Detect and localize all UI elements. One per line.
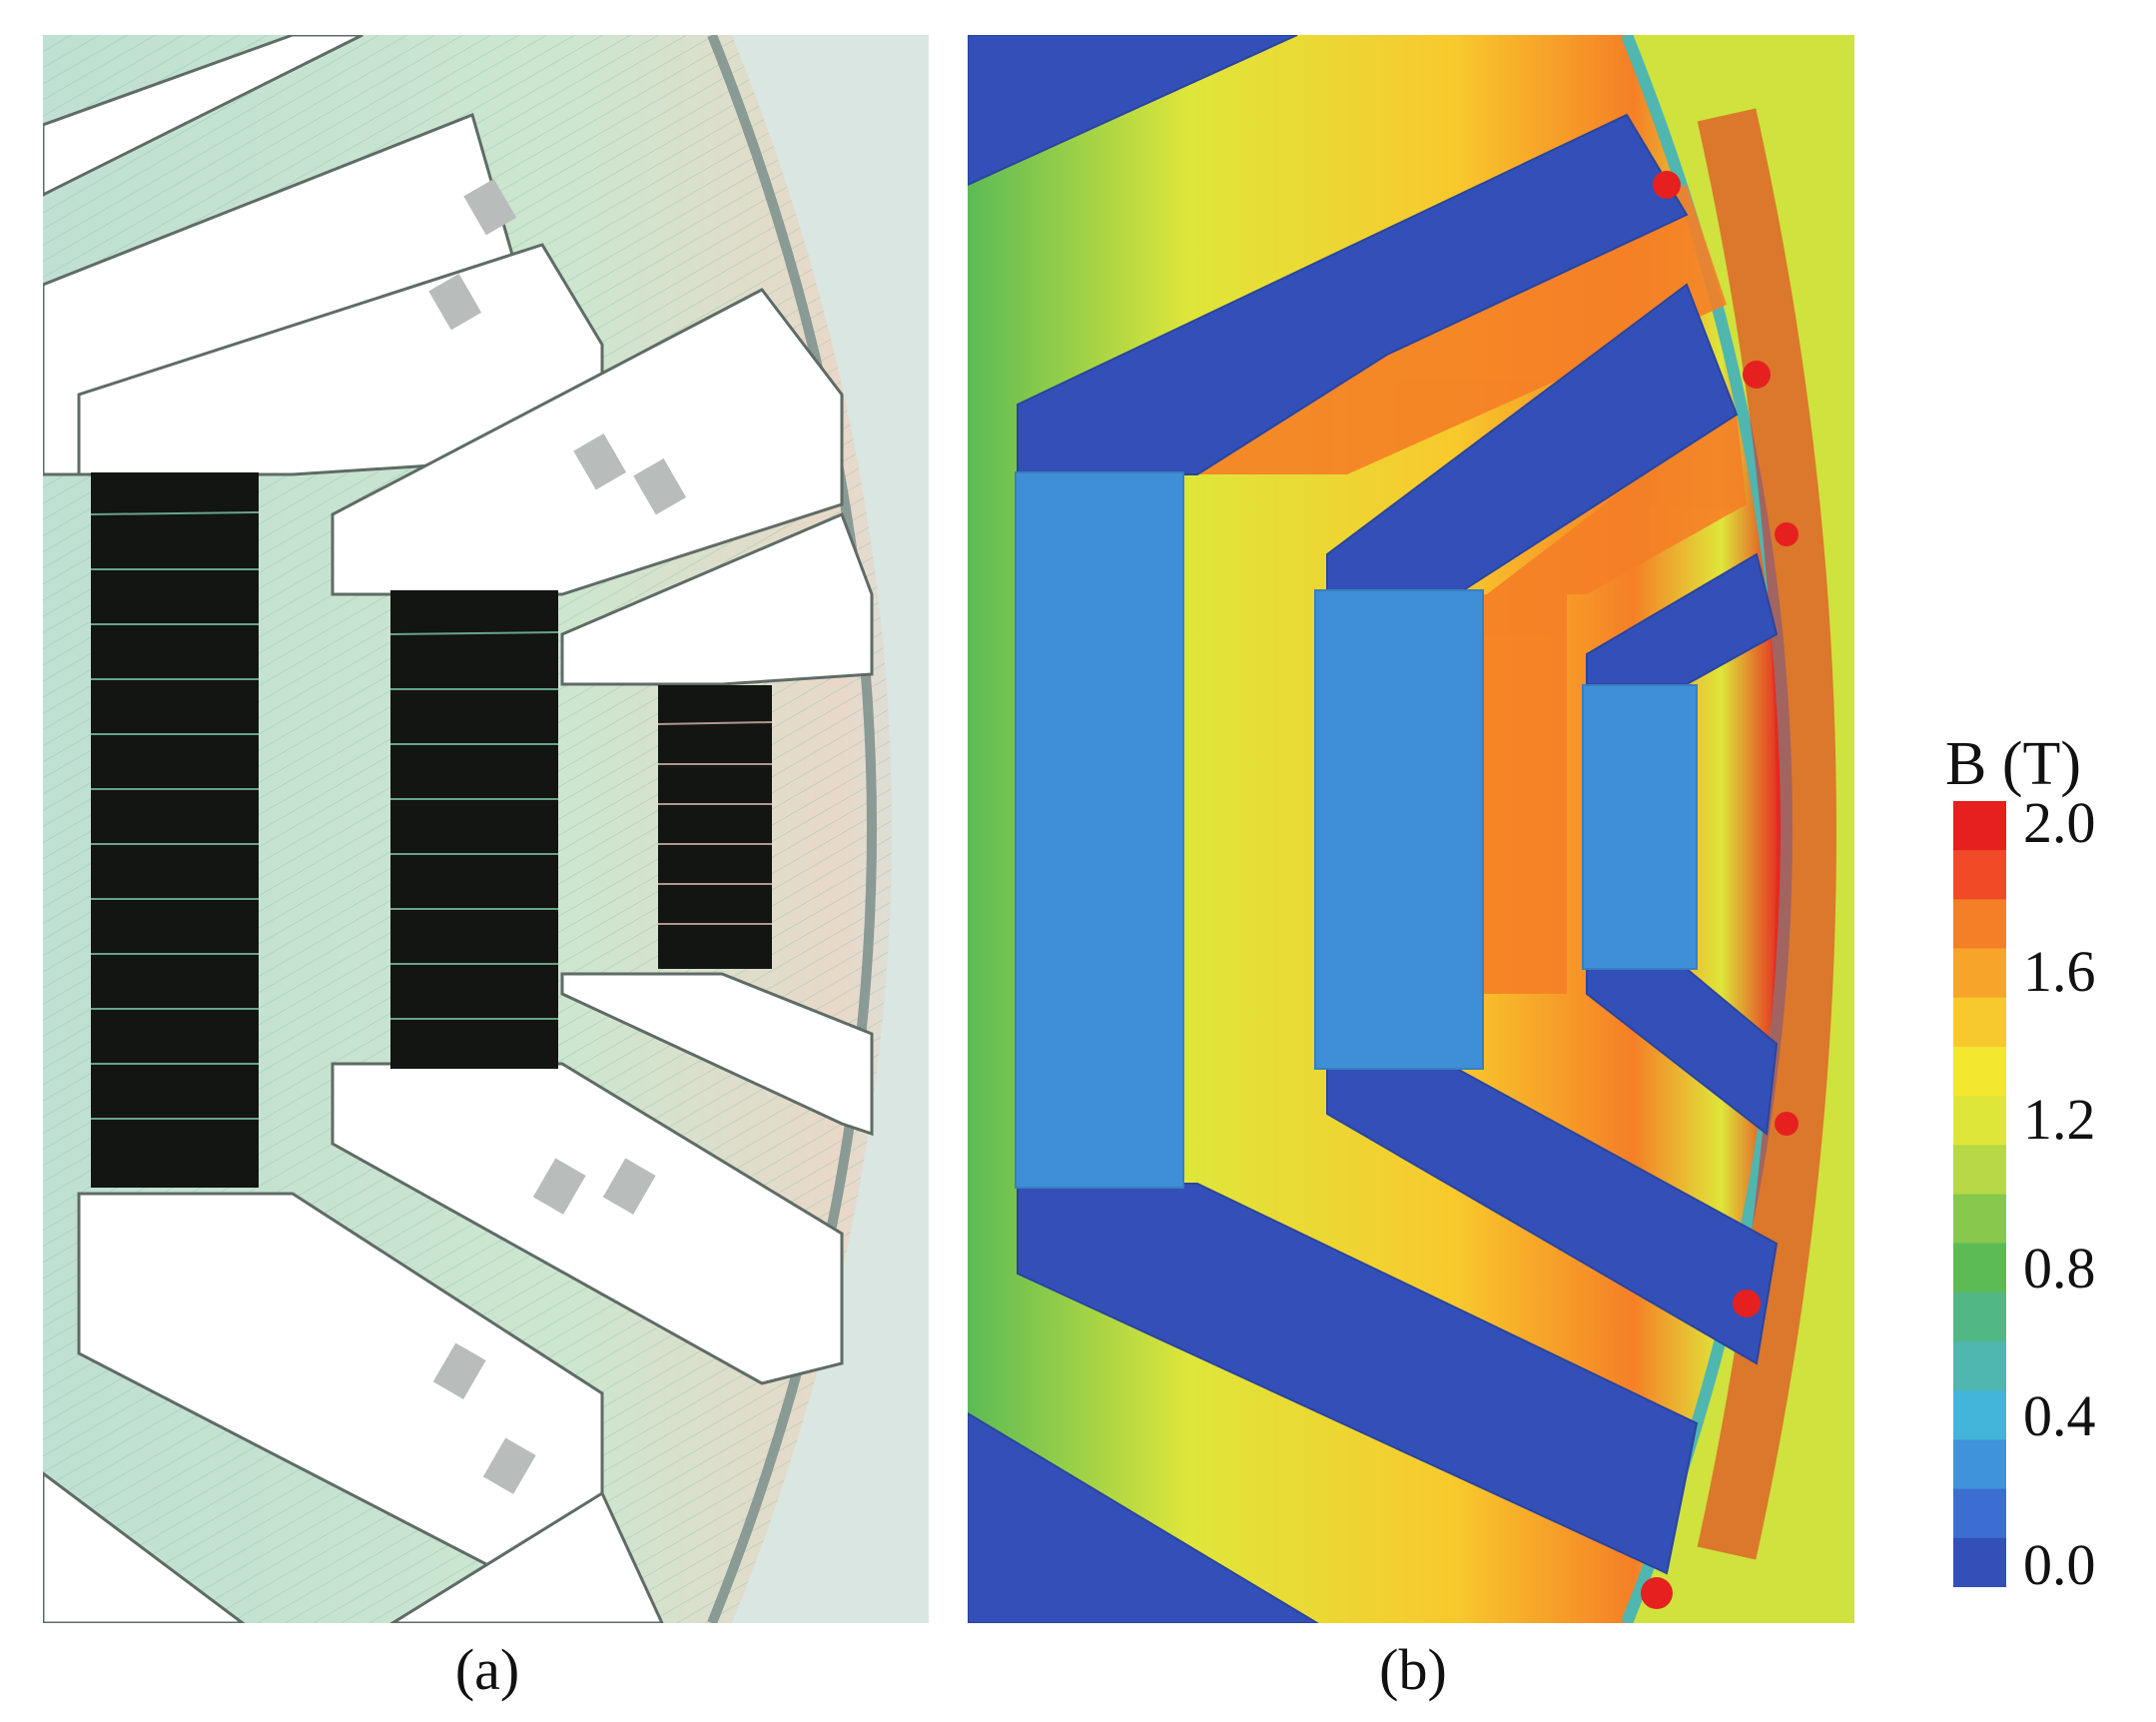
flux-line-plot: [43, 35, 929, 1623]
colorbar-tick-label: 0.8: [2023, 1235, 2096, 1300]
colorbar-tick-label: 0.0: [2023, 1532, 2096, 1597]
colorbar-band: [1953, 1292, 2006, 1342]
magnet-cavity-group: [1015, 471, 1698, 1189]
colorbar-tick-label: 0.4: [2023, 1383, 2096, 1449]
colorbar-band: [1953, 1488, 2006, 1539]
colorbar-band: [1953, 1046, 2006, 1097]
colorbar-band: [1953, 899, 2006, 950]
colorbar-band: [1953, 1145, 2006, 1196]
flux-density-map-panel: [968, 35, 1854, 1623]
colorbar-band: [1953, 1390, 2006, 1441]
colorbar-band: [1953, 1537, 2006, 1587]
colorbar-band: [1953, 997, 2006, 1048]
colorbar-band: [1953, 1439, 2006, 1490]
colorbar-band: [1953, 1194, 2006, 1245]
flux-line-plot-panel: [43, 35, 929, 1623]
colorbar-band: [1953, 1341, 2006, 1391]
caption-b: (b): [1379, 1637, 1447, 1702]
colorbar-band: [1953, 801, 2006, 851]
colorbar-band: [1953, 1096, 2006, 1146]
colorbar: [1953, 801, 2006, 1587]
caption-a: (a): [454, 1637, 520, 1702]
flux-density-map: [968, 35, 1854, 1623]
colorbar-tick-label: 1.2: [2023, 1087, 2096, 1153]
colorbar-tick-label: 1.6: [2023, 938, 2096, 1004]
magnet-group: [91, 472, 772, 1188]
colorbar-band: [1953, 1243, 2006, 1293]
colorbar-band: [1953, 850, 2006, 900]
colorbar-title: B (T): [1945, 730, 2082, 798]
colorbar-tick-label: 2.0: [2023, 790, 2096, 855]
colorbar-band: [1953, 948, 2006, 999]
